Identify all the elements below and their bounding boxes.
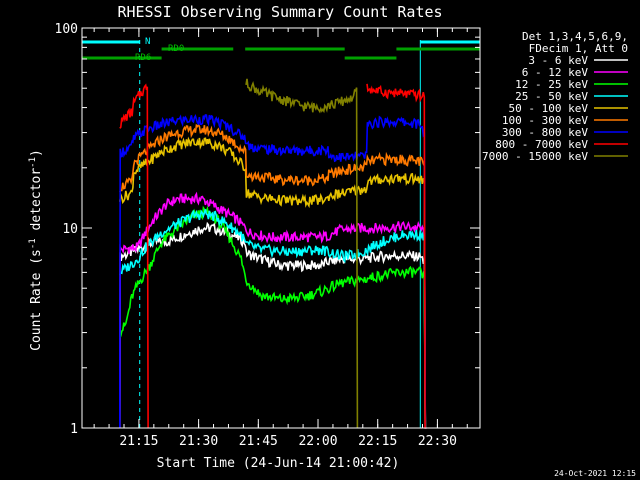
- x-axis-label: Start Time (24-Jun-14 21:00:42): [157, 456, 400, 471]
- series-line: [119, 83, 149, 429]
- legend-label: 3 - 6 keV: [528, 54, 588, 67]
- x-tick-label: 21:45: [239, 434, 278, 449]
- legend-label: 12 - 25 keV: [515, 78, 588, 91]
- x-tick-label: 22:15: [358, 434, 397, 449]
- x-tick-label: 21:30: [179, 434, 218, 449]
- y-tick-label: 100: [55, 22, 78, 37]
- chart-title: RHESSI Observing Summary Count Rates: [117, 3, 442, 21]
- series-line: [119, 221, 427, 429]
- legend-label: 6 - 12 keV: [522, 66, 589, 79]
- series-line: [245, 78, 359, 429]
- y-tick-label: 1: [70, 422, 78, 437]
- series-line: [119, 205, 427, 429]
- y-label-part: ): [29, 149, 44, 157]
- legend-label: 7000 - 15000 keV: [482, 150, 588, 163]
- legend-label: 50 - 100 keV: [509, 102, 589, 115]
- legend-header-line: FDecim 1, Att 0: [529, 42, 628, 55]
- annotation-rd0: RD0: [168, 44, 184, 54]
- x-tick-label: 22:00: [298, 434, 337, 449]
- y-tick-label: 10: [62, 222, 78, 237]
- series-line: [119, 191, 427, 429]
- axes: 1 10 100 21:15 21:30 21:45 22:00 22:15 22:30: [55, 22, 481, 449]
- legend-label: 100 - 300 keV: [502, 114, 588, 127]
- legend-header-line: Det 1,3,4,5,6,9,: [522, 30, 628, 43]
- series-lines: [119, 78, 427, 429]
- y-axis-label: Count Rate (s-1 detector-1): [28, 149, 44, 351]
- x-tick-label: 22:30: [418, 434, 457, 449]
- series-line: [119, 114, 427, 429]
- legend: Det 1,3,4,5,6,9, FDecim 1, Att 0 3 - 6 k…: [482, 30, 628, 163]
- y-label-sup: -1: [28, 157, 38, 168]
- series-line: [366, 83, 426, 429]
- legend-label: 800 - 7000 keV: [495, 138, 588, 151]
- y-label-sup: -1: [28, 238, 38, 249]
- annotation-rd6: RD6: [135, 53, 151, 63]
- series-line: [119, 209, 427, 429]
- legend-label: 25 - 50 keV: [515, 90, 588, 103]
- y-label-part: detector: [29, 168, 44, 239]
- legend-label: 300 - 800 keV: [502, 126, 588, 139]
- annotation-n: N: [145, 37, 150, 47]
- footer-timestamp: 24-Oct-2021 12:15: [554, 469, 636, 478]
- series-line: [119, 136, 427, 429]
- series-line: [119, 123, 427, 429]
- x-tick-label: 21:15: [119, 434, 158, 449]
- y-label-part: Count Rate (s: [29, 249, 44, 351]
